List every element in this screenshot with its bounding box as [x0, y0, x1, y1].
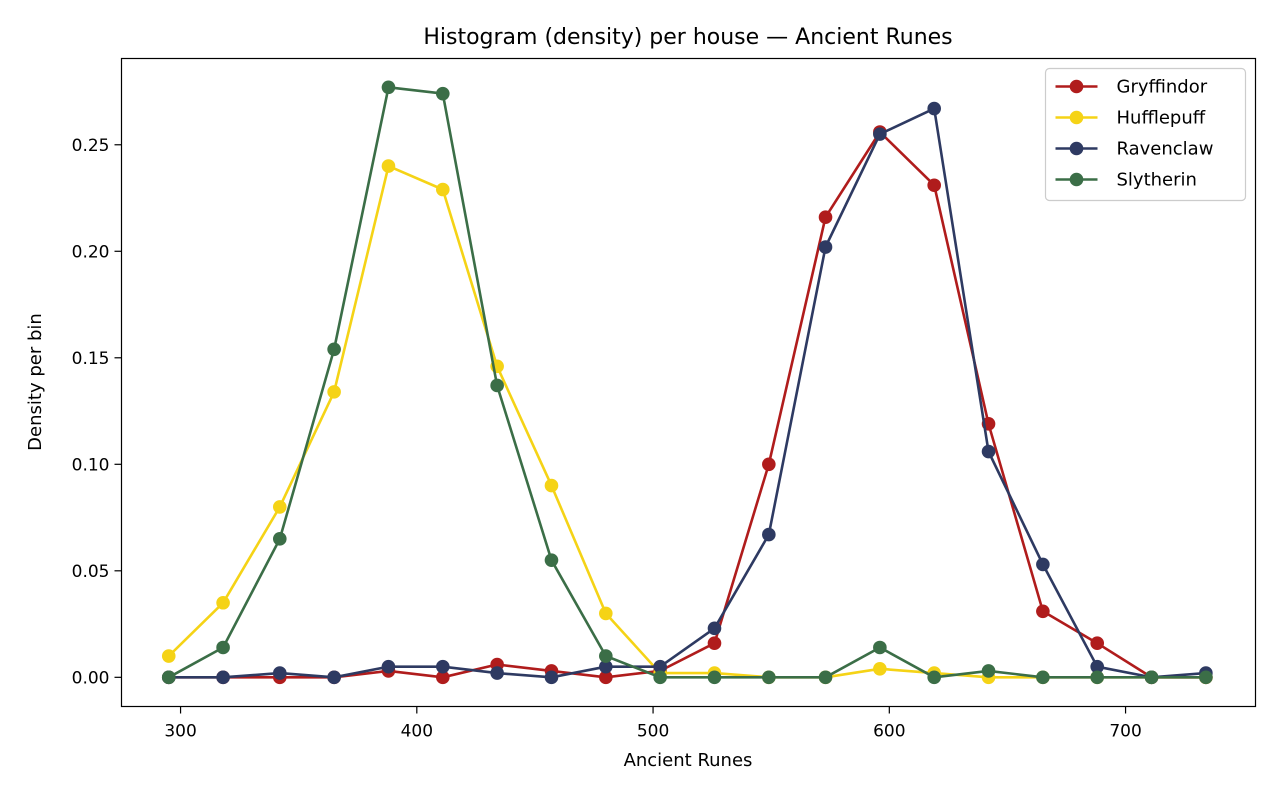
x-tick-label: 400	[401, 722, 433, 742]
legend-item-slytherin: Slytherin	[1055, 170, 1197, 191]
data-point	[216, 640, 230, 655]
data-point	[490, 666, 504, 680]
plot-area	[120, 57, 1257, 708]
data-point	[436, 86, 450, 101]
chart-title: Histogram (density) per house — Ancient …	[423, 25, 952, 50]
data-point	[599, 659, 613, 674]
x-axis-label: Ancient Runes	[624, 750, 753, 771]
y-tick-label: 0.20	[72, 242, 110, 262]
data-point	[1199, 670, 1213, 685]
x-tick-label: 500	[637, 722, 669, 742]
data-point	[381, 80, 396, 95]
x-axis: 300 400 500 600 700	[164, 706, 1142, 742]
data-point	[327, 342, 341, 357]
data-point	[327, 385, 341, 399]
y-tick-label: 0.25	[72, 136, 110, 156]
data-point	[599, 649, 613, 663]
legend-label: Gryffindor	[1117, 77, 1208, 98]
data-point	[818, 240, 833, 254]
data-point	[161, 649, 176, 663]
data-point	[1144, 670, 1159, 685]
y-axis: 0.00 0.05 0.10 0.15 0.20 0.25	[72, 136, 122, 688]
data-point	[1036, 557, 1050, 572]
data-point	[927, 178, 941, 193]
y-tick-label: 0.10	[72, 455, 110, 475]
data-point	[272, 500, 287, 514]
data-point	[272, 532, 287, 546]
data-point	[762, 527, 776, 542]
data-point	[762, 457, 776, 472]
data-point	[1036, 670, 1050, 685]
data-point	[272, 666, 287, 680]
legend-marker	[1069, 110, 1084, 125]
data-point	[707, 670, 722, 685]
data-point	[327, 670, 341, 685]
legend: Gryffindor Hufflepuff Ravenclaw Slytherin	[1044, 67, 1247, 202]
data-point	[653, 659, 667, 674]
series-hufflepuff	[161, 159, 1213, 685]
data-point	[981, 444, 996, 459]
legend-marker	[1069, 172, 1084, 187]
series-line-slytherin	[168, 86, 1206, 679]
x-tick-label: 600	[873, 722, 905, 742]
series-slytherin	[161, 80, 1213, 685]
x-tick-label: 700	[1109, 722, 1141, 742]
data-point	[818, 210, 833, 224]
data-point	[599, 606, 613, 621]
x-tick-label: 300	[164, 722, 196, 742]
legend-item-ravenclaw: Ravenclaw	[1055, 139, 1214, 160]
data-point	[653, 670, 667, 685]
data-point	[544, 553, 559, 567]
data-point	[873, 127, 887, 141]
data-point	[1090, 659, 1105, 674]
y-tick-label: 0.00	[72, 668, 110, 688]
series-line-hufflepuff	[167, 164, 1206, 679]
legend-marker	[1069, 141, 1084, 156]
legend-box	[1044, 67, 1247, 202]
data-point	[216, 670, 230, 685]
y-tick-label: 0.05	[72, 562, 110, 582]
legend-label: Slytherin	[1117, 170, 1197, 191]
legend-marker	[1069, 79, 1084, 94]
data-point	[544, 670, 559, 685]
legend-item-hufflepuff: Hufflepuff	[1055, 108, 1206, 129]
series-line-ravenclaw	[168, 107, 1207, 679]
legend-label: Ravenclaw	[1117, 139, 1214, 160]
data-point	[1036, 604, 1050, 619]
data-point	[927, 670, 941, 685]
data-point	[436, 659, 450, 674]
y-axis-label: Density per bin	[25, 313, 46, 451]
y-tick-label: 0.15	[72, 349, 110, 369]
data-point	[216, 595, 230, 610]
legend-label: Hufflepuff	[1117, 108, 1206, 129]
data-point	[1090, 670, 1105, 685]
series-layer	[161, 80, 1213, 685]
data-point	[544, 478, 559, 493]
data-point	[873, 661, 887, 676]
data-point	[873, 640, 887, 655]
data-point	[762, 670, 776, 685]
data-point	[599, 670, 613, 685]
data-point	[381, 159, 396, 173]
data-point	[161, 670, 176, 685]
legend-item-gryffindor: Gryffindor	[1055, 77, 1208, 98]
data-point	[981, 664, 996, 678]
data-point	[490, 378, 504, 393]
data-point	[436, 670, 450, 685]
data-point	[818, 670, 833, 685]
data-point	[1090, 636, 1105, 651]
data-point	[707, 636, 722, 651]
data-point	[707, 621, 722, 636]
data-point	[436, 182, 450, 197]
data-point	[381, 659, 396, 674]
series-line-gryffindor	[168, 130, 1206, 679]
data-point	[927, 101, 941, 116]
